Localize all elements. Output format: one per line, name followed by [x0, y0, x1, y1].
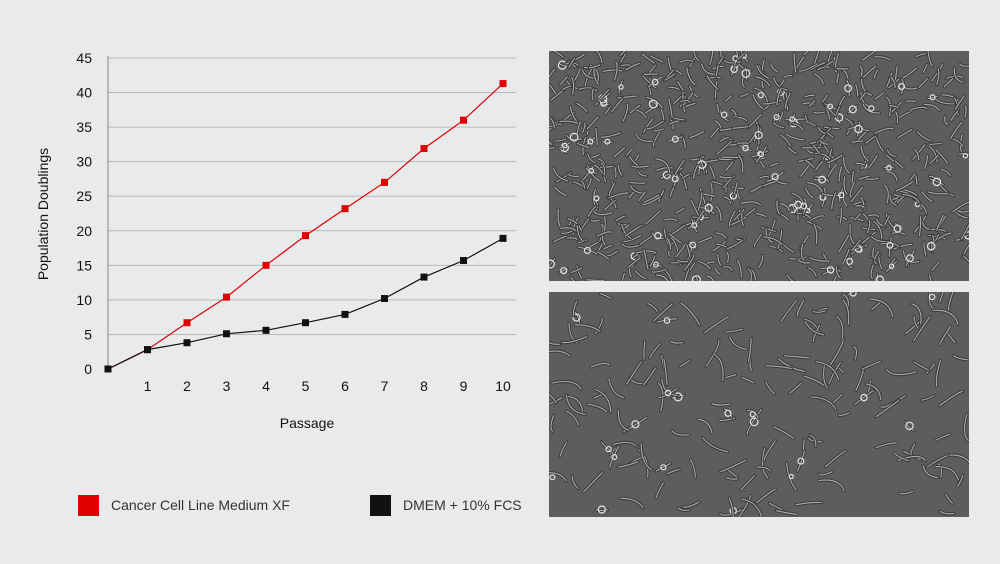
micrograph-top: [549, 51, 969, 281]
series-line-1: [107, 237, 504, 370]
series-0-point: [341, 205, 349, 213]
x-tick-label: 1: [144, 378, 152, 394]
series-1-point: [499, 234, 507, 242]
series-0-point: [223, 293, 230, 301]
x-tick-label: 10: [495, 378, 511, 394]
series-0-point: [183, 319, 191, 327]
y-tick-label: 10: [76, 292, 92, 308]
legend-label: DMEM + 10% FCS: [403, 497, 522, 513]
series-1-point: [381, 295, 388, 303]
y-tick-label: 25: [76, 188, 92, 204]
y-tick-labels: 0 5 10 15 20 25 30 35 40 45: [76, 50, 92, 377]
series-1-point: [302, 319, 309, 327]
series-1-point: [183, 339, 191, 347]
x-tick-label: 4: [262, 378, 270, 394]
series-1-point: [460, 256, 467, 264]
y-tick-label: 30: [76, 154, 92, 170]
series-0-point: [420, 145, 428, 153]
y-tick-label: 35: [76, 119, 92, 135]
series-0-point: [499, 80, 507, 88]
series-1-point: [223, 330, 230, 338]
x-tick-label: 9: [460, 378, 468, 394]
series-0-point: [381, 178, 388, 186]
x-tick-label: 6: [341, 378, 349, 394]
y-tick-label: 15: [76, 257, 92, 273]
series-0-point: [302, 232, 309, 240]
series-1-point: [262, 326, 270, 334]
gridlines: [107, 56, 516, 369]
series-1-point: [420, 273, 428, 281]
y-tick-label: 5: [84, 326, 92, 342]
series-0-point: [262, 261, 270, 269]
y-axis-title: Population Doublings: [35, 148, 51, 280]
legend-swatch-red: [78, 494, 99, 516]
x-axis-title: Passage: [280, 415, 335, 431]
x-tick-labels: 1 2 3 4 5 6 7 8 9 10: [144, 378, 511, 394]
x-tick-label: 2: [183, 378, 191, 394]
series-1-point: [144, 346, 151, 354]
x-tick-label: 7: [381, 378, 389, 394]
legend-item-xf: Cancer Cell Line Medium XF: [78, 493, 290, 517]
series-1-point: [104, 365, 112, 373]
y-tick-label: 40: [76, 85, 92, 101]
series-1-point: [341, 310, 349, 318]
x-tick-label: 5: [302, 378, 310, 394]
y-tick-label: 20: [76, 223, 92, 239]
y-tick-label: 0: [84, 361, 92, 377]
x-tick-label: 3: [223, 378, 231, 394]
series-layer: [104, 80, 507, 373]
micrograph-bottom: [549, 292, 969, 517]
legend-item-dmem: DMEM + 10% FCS: [370, 493, 522, 517]
legend-label: Cancer Cell Line Medium XF: [111, 497, 290, 513]
series-0-point: [460, 116, 467, 124]
x-tick-label: 8: [420, 378, 428, 394]
legend-swatch-black: [370, 494, 391, 516]
y-tick-label: 45: [76, 50, 92, 66]
